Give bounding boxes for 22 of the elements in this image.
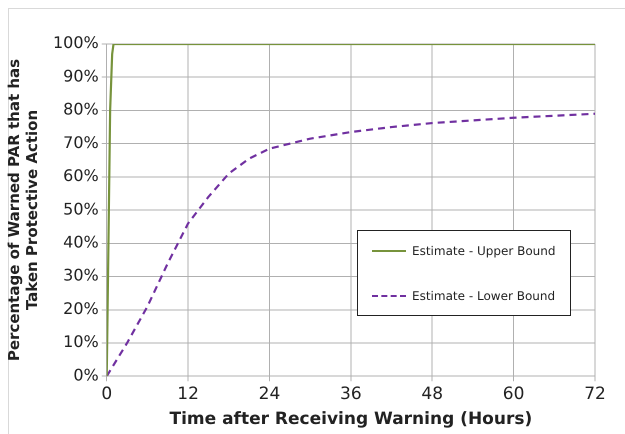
x-tick-label: 48 [421,384,444,404]
y-tick-label: 30% [63,266,99,285]
y-tick-label: 70% [63,132,99,152]
y-tick-label: 40% [63,232,99,252]
y-tick-label: 10% [63,332,99,352]
legend-label: Estimate - Upper Bound [412,244,556,258]
x-tick-label: 60 [502,384,524,404]
x-axis-title: Time after Receiving Warning (Hours) [169,409,532,430]
y-tick-label: 0% [73,365,99,384]
x-tick-label: 36 [340,384,362,404]
x-tick-label: 0 [101,384,112,404]
y-tick-label: 90% [63,66,99,86]
x-tick-label: 72 [584,384,606,404]
y-tick-label: 80% [63,100,99,119]
x-tick-label: 12 [177,384,199,404]
y-axis-title: Percentage of Warned PAR that has Taken Protective Action [5,58,41,364]
x-tick-label: 24 [258,384,280,404]
legend-label: Estimate - Lower Bound [412,288,556,303]
y-tick-label: 60% [63,166,99,186]
y-tick-label: 20% [63,298,99,318]
y-tick-label: 50% [63,199,99,218]
y-tick-label: 100% [52,33,99,52]
